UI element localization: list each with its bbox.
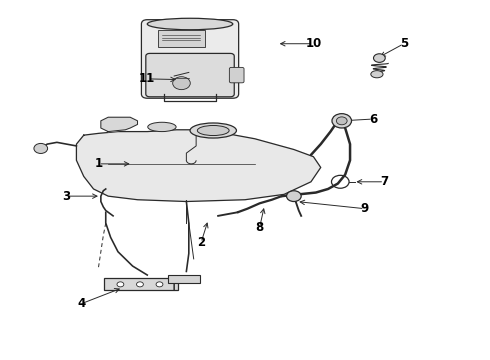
FancyBboxPatch shape — [146, 53, 234, 97]
Ellipse shape — [371, 71, 383, 78]
Text: 8: 8 — [255, 221, 264, 234]
Ellipse shape — [332, 114, 351, 128]
FancyBboxPatch shape — [158, 30, 205, 46]
Ellipse shape — [190, 123, 237, 138]
FancyBboxPatch shape — [229, 67, 244, 83]
FancyBboxPatch shape — [142, 20, 239, 98]
FancyBboxPatch shape — [168, 275, 199, 283]
Ellipse shape — [197, 126, 229, 135]
Text: 1: 1 — [95, 157, 102, 170]
Circle shape — [156, 282, 163, 287]
Text: 5: 5 — [400, 37, 408, 50]
Text: 3: 3 — [63, 190, 71, 203]
Circle shape — [137, 282, 144, 287]
Text: 11: 11 — [139, 72, 155, 85]
Circle shape — [34, 143, 48, 153]
Text: 6: 6 — [369, 113, 377, 126]
FancyBboxPatch shape — [104, 278, 178, 291]
Text: 9: 9 — [361, 202, 369, 215]
Text: 7: 7 — [380, 175, 388, 188]
Circle shape — [373, 54, 385, 62]
Ellipse shape — [147, 18, 233, 30]
Circle shape — [172, 77, 190, 90]
Ellipse shape — [148, 122, 176, 132]
Polygon shape — [76, 130, 321, 202]
Text: 2: 2 — [197, 236, 205, 249]
Ellipse shape — [336, 117, 347, 125]
Ellipse shape — [287, 191, 301, 202]
Text: 4: 4 — [77, 297, 85, 310]
Circle shape — [117, 282, 124, 287]
Polygon shape — [101, 117, 138, 132]
Text: 10: 10 — [305, 37, 321, 50]
